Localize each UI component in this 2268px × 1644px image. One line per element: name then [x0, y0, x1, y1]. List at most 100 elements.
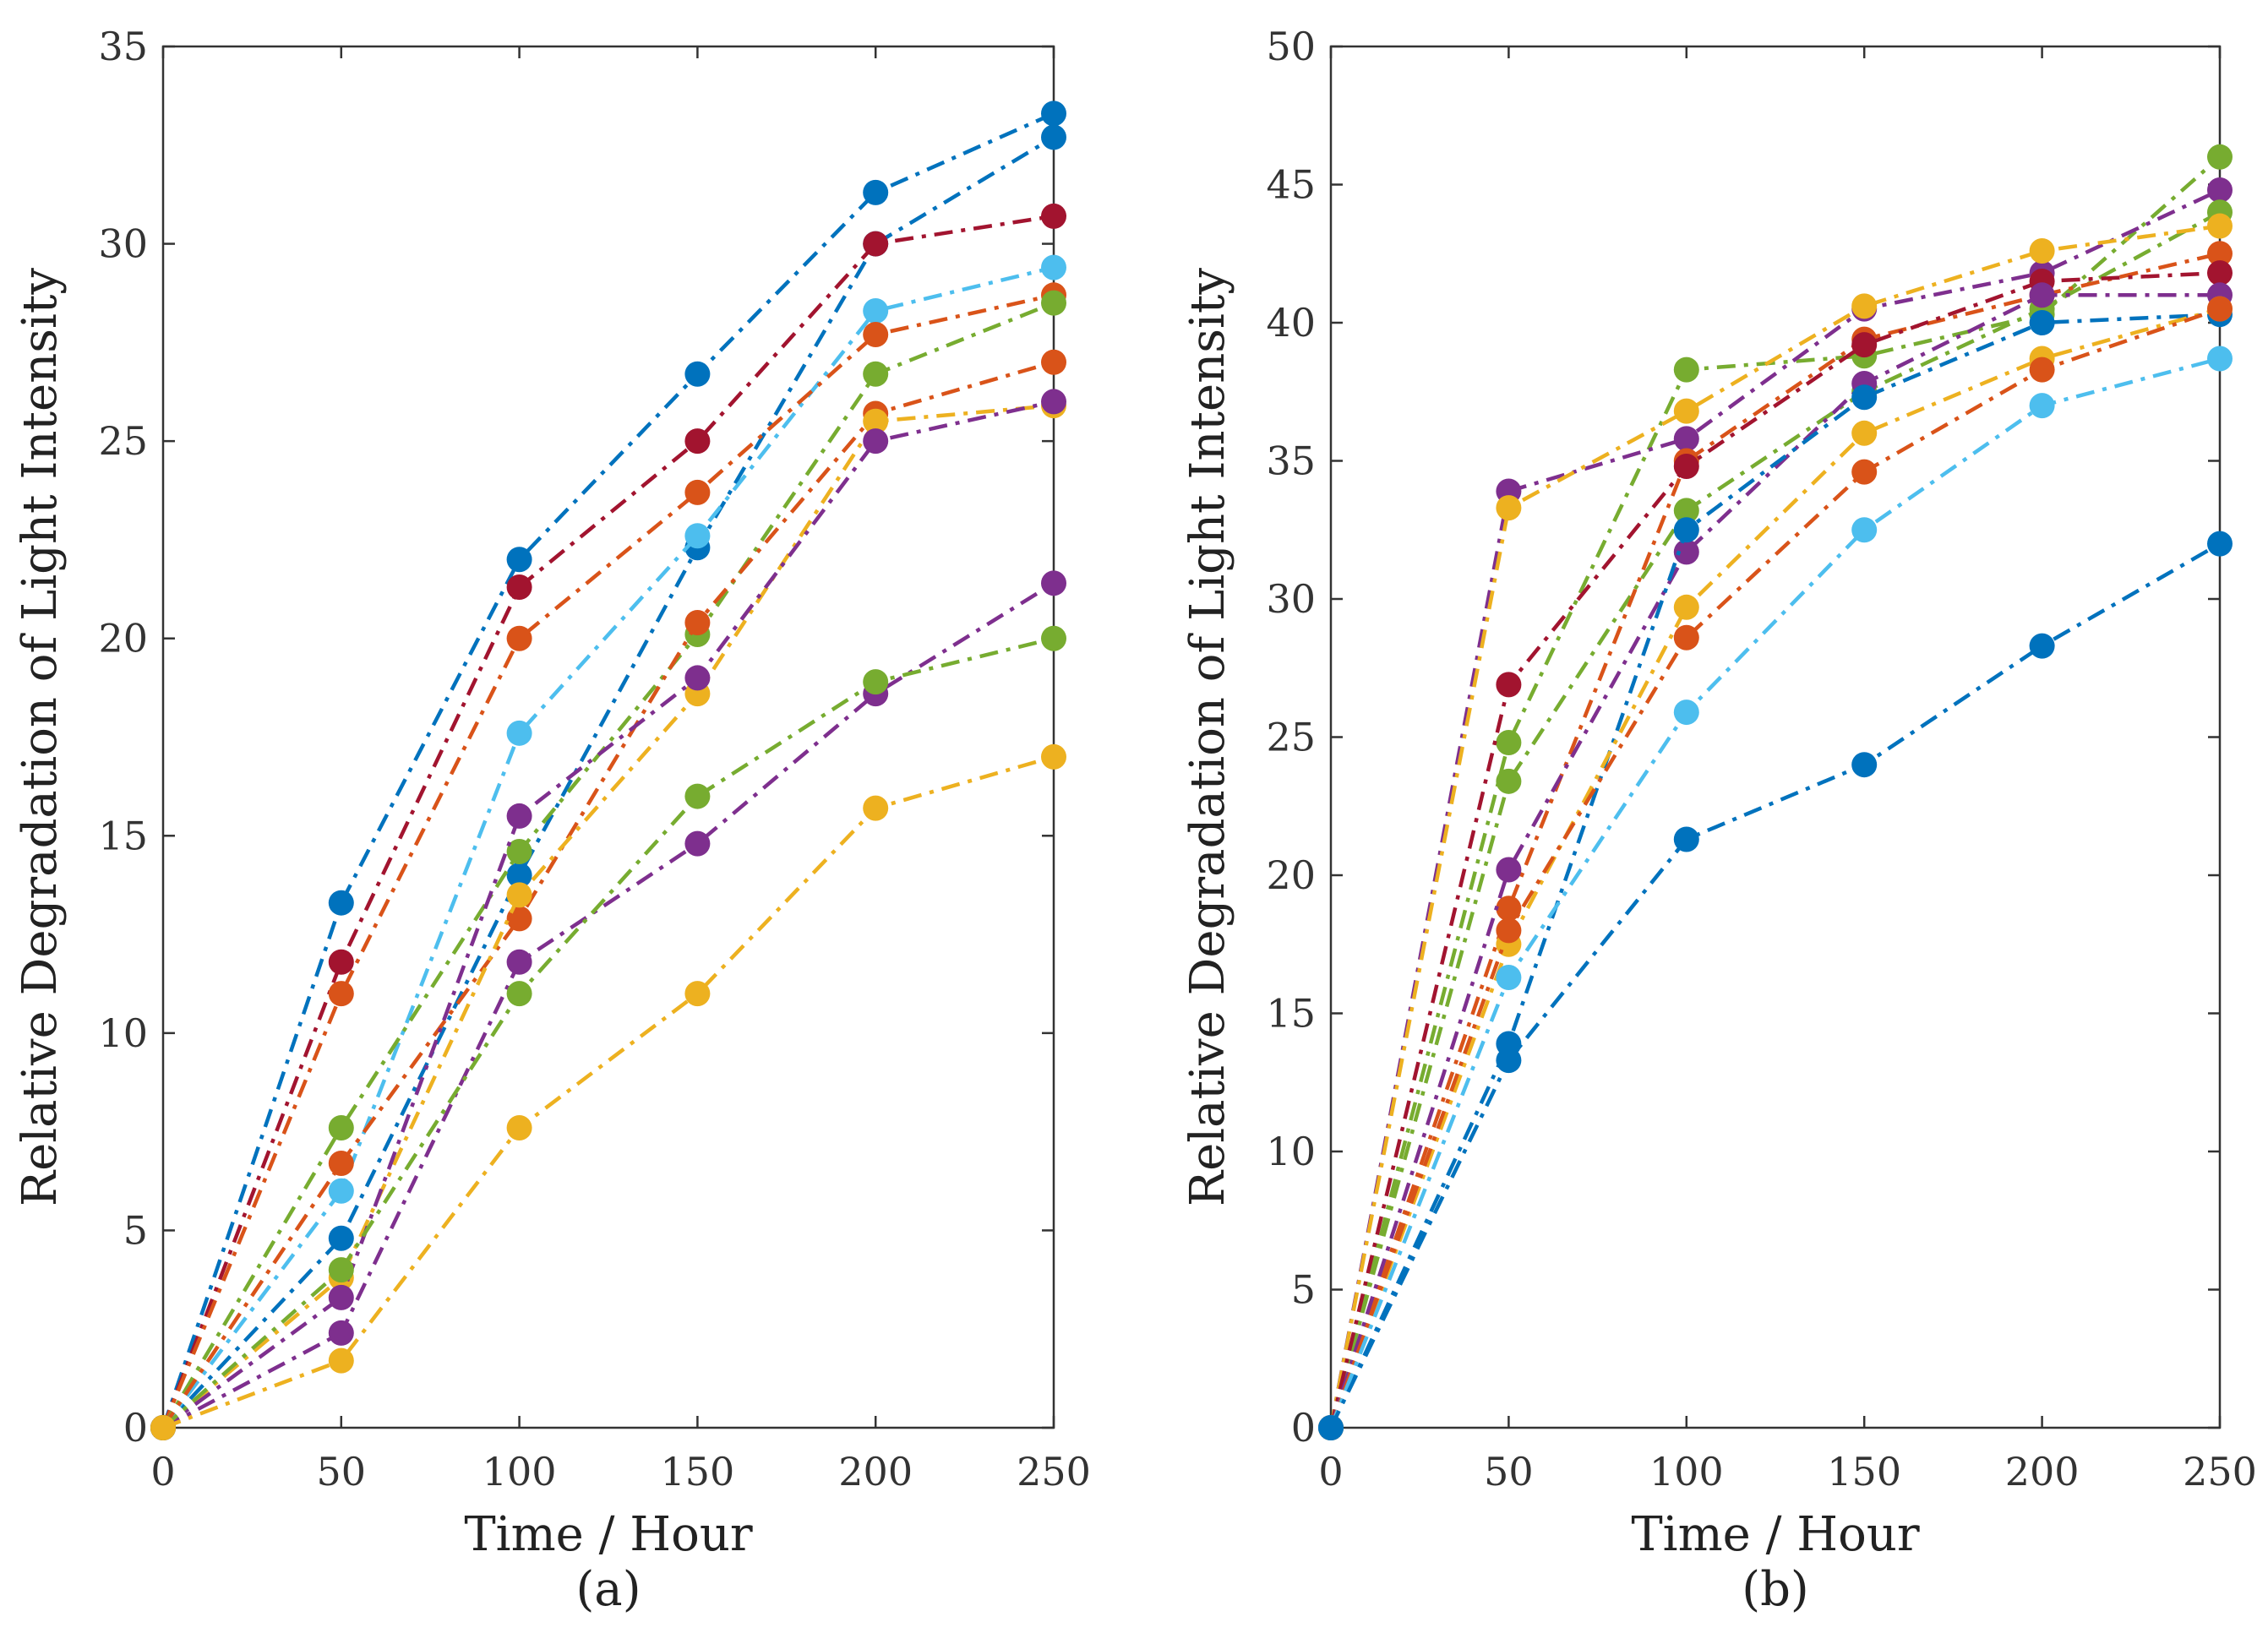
chart-b-series-2-point — [1673, 426, 1699, 452]
chart-a-series-9-point — [1041, 389, 1066, 415]
chart-a-series-9-line — [161, 400, 1055, 1429]
chart-b-series-5-point — [2207, 241, 2233, 267]
chart-a-series-3-point — [863, 231, 889, 257]
chart-a-y-tick-label: 20 — [98, 616, 148, 661]
chart-b-y-tick-label: 0 — [1291, 1405, 1316, 1451]
chart-b-series-9-point — [1673, 594, 1699, 620]
chart-b-series-12-point — [1851, 752, 1878, 778]
chart-a-series-3-point — [1041, 203, 1066, 229]
chart-b-y-tick-label: 10 — [1266, 1129, 1316, 1174]
chart-a-series-10-line — [161, 581, 1055, 1429]
chart-b-x-tick-label: 50 — [1484, 1449, 1534, 1494]
chart-b-series-4-point — [2207, 213, 2233, 239]
chart-a-x-tick-label: 0 — [150, 1449, 175, 1494]
chart-b-series-11-point — [1496, 964, 1522, 990]
chart-a-x-tick-label: 200 — [838, 1449, 913, 1494]
chart-a-series-12-point — [328, 1347, 354, 1374]
chart-a-series-8-line — [161, 403, 1055, 1429]
chart-a-series-7-point — [1041, 349, 1066, 375]
chart-a-series-5-point — [863, 322, 889, 348]
chart-b-series-10-point — [1673, 624, 1699, 651]
chart-a-y-tick-label: 5 — [123, 1207, 148, 1253]
chart-b-series-7-point — [2029, 282, 2055, 308]
chart-a-y-tick-label: 15 — [98, 813, 148, 858]
chart-a-x-axis-label: Time / Hour — [464, 1507, 753, 1562]
chart-b-series-8-point — [1673, 517, 1699, 543]
chart-a-series-3-point — [506, 574, 532, 600]
chart-b-y-tick-label: 35 — [1266, 438, 1316, 484]
chart-a-series-10-point — [506, 949, 532, 975]
chart-b-series-3-line — [1328, 210, 2222, 1429]
chart-b-series-4-line — [1328, 224, 2221, 1429]
chart-b-y-tick-label: 25 — [1266, 715, 1316, 760]
chart-a-series-9-point — [684, 665, 711, 691]
chart-b-series-8-line — [1328, 312, 2221, 1429]
chart-a-series-7-line — [161, 360, 1055, 1429]
chart-a-series-3-line — [161, 214, 1055, 1429]
chart-b-series-5-point — [1496, 895, 1522, 922]
chart-b-series-11-point — [2029, 393, 2055, 419]
chart-a-series-12-point — [684, 981, 711, 1007]
chart-b-series-1-point — [1673, 357, 1699, 383]
chart-b-series-10-point — [2029, 357, 2055, 383]
chart-b-series-8-point — [2029, 310, 2055, 335]
chart-a-series-3-point — [328, 949, 354, 975]
chart-b-series-11-point — [2207, 346, 2233, 372]
chart-panel-b: 0 50 100 150 200 250 0 5 10 15 20 25 30 35 40 45 50 Time … — [1180, 24, 2257, 1617]
chart-b-x-tick-label: 0 — [1318, 1449, 1343, 1494]
chart-b-series-12-point — [1318, 1415, 1344, 1440]
chart-b-series-12-line — [1328, 542, 2222, 1429]
chart-a-series-6-point — [863, 361, 889, 387]
chart-b-series-12-point — [2029, 633, 2055, 659]
chart-b-y-tick-label: 20 — [1266, 852, 1316, 898]
chart-b-series-4-point — [1851, 293, 1878, 319]
chart-a-series-5-line — [161, 293, 1055, 1429]
chart-a-series-4-point — [328, 1178, 354, 1204]
chart-b-series-10-line — [1328, 307, 2221, 1429]
chart-b-series-9-point — [1851, 420, 1878, 446]
chart-a-series-12-point — [863, 795, 889, 821]
chart-a-y-tick-label: 35 — [98, 24, 148, 69]
chart-a-y-tick-label: 25 — [98, 418, 148, 464]
chart-a-series-1-point — [863, 179, 889, 205]
chart-a-series-4-line — [161, 265, 1055, 1429]
chart-b-series-10-point — [1851, 459, 1878, 485]
chart-b-series-11-point — [1673, 700, 1699, 726]
chart-b-y-tick-label: 5 — [1291, 1267, 1316, 1313]
chart-a-series-10-point — [684, 830, 711, 857]
chart-b-series-12-point — [2207, 531, 2233, 557]
chart-a-series-10-point — [328, 1320, 354, 1346]
chart-a-plot-frame — [161, 45, 1055, 1429]
chart-a-series-4-point — [684, 523, 711, 549]
chart-b-series-11-line — [1328, 357, 2221, 1429]
chart-a-y-axis-label: Relative Degradation of Light Intensity — [13, 268, 68, 1206]
chart-b-x-axis-label: Time / Hour — [1631, 1507, 1920, 1562]
chart-a-series-5-point — [328, 981, 354, 1007]
chart-a-series-5-point — [506, 625, 532, 651]
chart-a-series-12-line — [162, 754, 1055, 1430]
chart-a-series-4-point — [863, 297, 889, 324]
chart-a-series-1-point — [506, 547, 532, 573]
chart-b-series-9-line — [1328, 307, 2221, 1429]
chart-a-series-2-point — [328, 1225, 354, 1251]
chart-a-caption: (a) — [575, 1562, 641, 1617]
chart-a-series-2-point — [1041, 124, 1066, 150]
chart-b-series-1-line — [1328, 155, 2222, 1429]
chart-a-series-11-point — [506, 981, 532, 1007]
chart-a-y-tick-label: 10 — [98, 1010, 148, 1056]
chart-a-series-2-line — [161, 135, 1055, 1429]
chart-a-x-tick-label: 250 — [1017, 1449, 1091, 1494]
chart-b-series-6-point — [1673, 454, 1699, 480]
chart-a-series-4-point — [1041, 254, 1066, 280]
chart-b-series-11-point — [1851, 517, 1878, 543]
chart-b-series-5-line — [1328, 252, 2221, 1429]
chart-b-x-tick-label: 100 — [1649, 1449, 1724, 1494]
chart-b-series-7-point — [1496, 857, 1522, 883]
chart-b-caption: (b) — [1742, 1562, 1809, 1617]
chart-a-series-1-point — [684, 361, 711, 387]
chart-a-series-6-point — [328, 1114, 354, 1140]
chart-a-series-9-point — [506, 803, 532, 829]
chart-panel-a: 0 50 100 150 200 250 0 5 10 15 20 25 30 35 Time / Hour… — [13, 24, 1091, 1617]
chart-a-series-6-point — [506, 838, 532, 864]
